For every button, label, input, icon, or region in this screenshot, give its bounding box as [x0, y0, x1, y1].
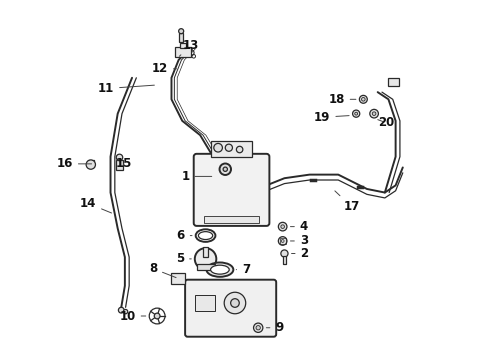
Bar [116, 160, 123, 170]
Bar [280, 238, 286, 244]
Text: 15: 15 [116, 157, 132, 170]
Circle shape [214, 143, 222, 152]
Circle shape [116, 154, 122, 161]
Bar [283, 256, 286, 264]
Ellipse shape [206, 262, 233, 277]
Circle shape [179, 29, 184, 34]
Circle shape [253, 323, 263, 332]
Text: 4: 4 [291, 220, 308, 233]
Circle shape [225, 144, 232, 151]
Text: 20: 20 [378, 116, 394, 129]
Bar [195, 295, 215, 311]
Text: 12: 12 [151, 62, 176, 75]
Bar [180, 42, 186, 48]
Circle shape [278, 237, 287, 245]
Bar [196, 264, 215, 270]
Circle shape [362, 98, 365, 101]
Text: 6: 6 [176, 229, 192, 242]
Circle shape [359, 95, 368, 103]
Ellipse shape [211, 265, 229, 274]
Bar [88, 160, 94, 167]
Circle shape [370, 109, 378, 118]
Circle shape [195, 248, 216, 270]
Text: 10: 10 [120, 310, 146, 323]
Text: 16: 16 [56, 157, 92, 170]
Bar [172, 273, 185, 284]
Circle shape [281, 250, 288, 257]
Bar [175, 47, 191, 57]
Text: 17: 17 [335, 191, 360, 213]
Circle shape [231, 299, 239, 307]
Text: 3: 3 [291, 234, 308, 247]
Text: 7: 7 [236, 263, 250, 276]
Bar [211, 140, 252, 157]
Circle shape [355, 112, 358, 115]
Bar [389, 78, 399, 86]
Circle shape [353, 110, 360, 117]
Bar [179, 33, 183, 42]
Bar [203, 247, 208, 257]
Circle shape [123, 310, 128, 314]
Text: 13: 13 [179, 39, 198, 56]
Circle shape [236, 146, 243, 153]
Circle shape [86, 160, 96, 169]
Circle shape [224, 292, 245, 314]
Bar [204, 216, 259, 223]
Text: 9: 9 [267, 321, 284, 334]
Text: 11: 11 [98, 82, 154, 95]
Text: 1: 1 [181, 170, 212, 183]
Text: 5: 5 [176, 252, 191, 265]
Text: 2: 2 [292, 247, 309, 260]
Circle shape [119, 307, 124, 313]
Text: 14: 14 [80, 197, 112, 213]
Text: 8: 8 [149, 262, 176, 278]
Text: 19: 19 [314, 111, 349, 124]
Circle shape [256, 325, 260, 330]
Circle shape [223, 167, 227, 171]
Circle shape [220, 163, 231, 175]
Circle shape [281, 239, 284, 242]
Text: 18: 18 [328, 93, 356, 106]
Circle shape [372, 112, 376, 116]
Circle shape [154, 313, 160, 319]
FancyBboxPatch shape [194, 154, 270, 226]
Circle shape [278, 222, 287, 231]
Circle shape [281, 225, 285, 228]
FancyBboxPatch shape [185, 280, 276, 337]
